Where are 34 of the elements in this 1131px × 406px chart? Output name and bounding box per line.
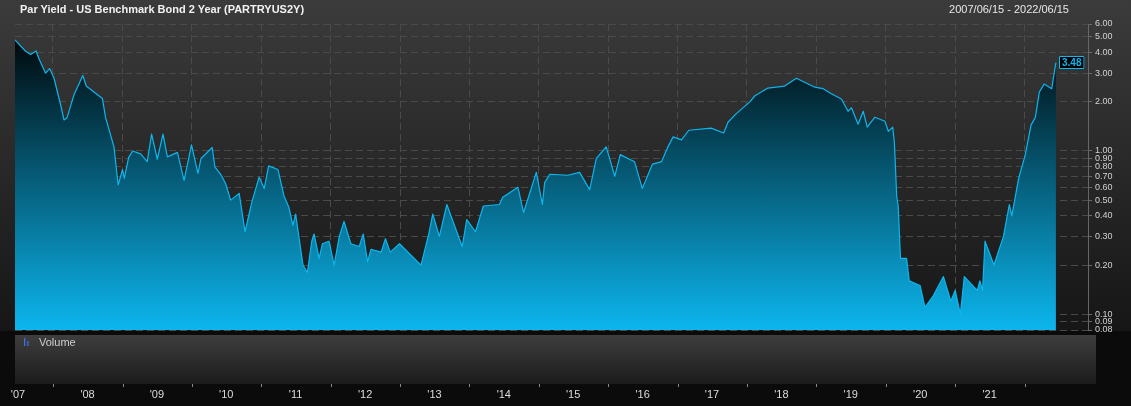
y-tick-label: 5.00 [1095, 31, 1113, 42]
y-tick-label: 0.20 [1095, 259, 1113, 270]
x-tick-label: '21 [982, 387, 997, 400]
annotation: 3.48 [1062, 56, 1082, 68]
x-tick-label: '20 [913, 387, 928, 400]
x-tick-label: '10 [219, 387, 234, 400]
y-tick-label: 0.10 [1095, 308, 1113, 319]
x-tick-label: '17 [704, 387, 720, 400]
chart-subtitle: 2007/06/15 - 2022/06/15 [949, 3, 1069, 15]
y-tick-label: 0.80 [1095, 161, 1113, 172]
y-tick-label: 0.30 [1095, 230, 1113, 241]
x-tick-label: '08 [80, 387, 95, 400]
x-tick-label: '07 [10, 387, 26, 400]
x-tick-label: '18 [774, 387, 789, 400]
y-tick-label: 0.50 [1095, 194, 1113, 205]
x-tick-label: '19 [843, 387, 858, 400]
x-tick-label: '14 [496, 387, 511, 400]
y-tick-label: 2.00 [1095, 96, 1113, 107]
chart-title: Par Yield - US Benchmark Bond 2 Year (PARTRYUS2Y) [20, 3, 305, 15]
y-tick-label: 3.00 [1095, 67, 1113, 78]
y-tick-label: 6.00 [1095, 18, 1113, 29]
x-tick-label: '15 [565, 387, 581, 400]
y-tick-label: 0.08 [1095, 324, 1113, 335]
y-tick-label: 4.00 [1095, 47, 1113, 58]
y-tick-label: 0.70 [1095, 170, 1113, 181]
x-tick-label: '09 [149, 387, 165, 400]
x-tick-label: '16 [635, 387, 650, 400]
y-tick-label: 0.60 [1095, 181, 1113, 192]
y-tick-label: 0.09 [1095, 316, 1113, 327]
y-tick-label: 0.40 [1095, 210, 1113, 221]
x-tick-label: '12 [357, 387, 373, 400]
x-tick-label: '11 [288, 387, 303, 400]
x-tick-label: '13 [427, 387, 442, 400]
empty-panel: Volume [15, 335, 1096, 384]
